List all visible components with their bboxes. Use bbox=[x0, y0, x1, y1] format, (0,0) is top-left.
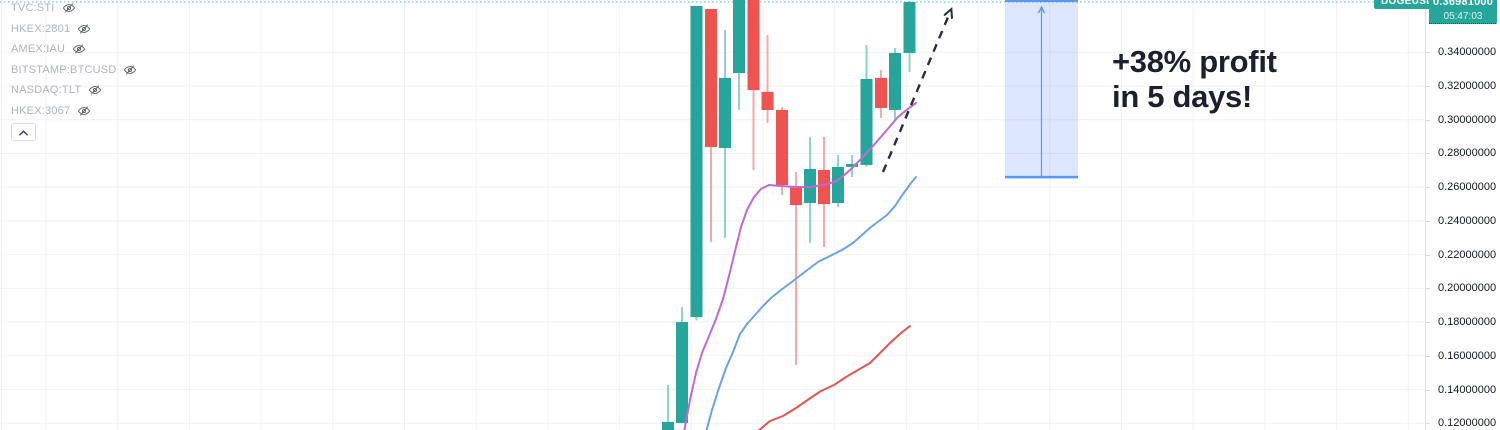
eye-off-icon[interactable] bbox=[77, 22, 91, 36]
watchlist-symbol-label: AMEX:IAU bbox=[11, 43, 66, 56]
price-axis-tick bbox=[1426, 220, 1430, 222]
watchlist-item-hkex-2801[interactable]: HKEX:2801 bbox=[0, 19, 137, 40]
candle-body bbox=[860, 78, 873, 165]
watchlist-symbol-label: BITSTAMP:BTCUSD bbox=[11, 63, 117, 76]
ma-fast-line bbox=[683, 102, 917, 430]
candle-body bbox=[889, 52, 901, 110]
eye-off-icon[interactable] bbox=[88, 83, 102, 97]
watchlist-symbol-label: NASDAQ:TLT bbox=[11, 84, 82, 97]
price-axis-tick bbox=[1426, 423, 1430, 425]
price-axis-label: 0.32000000 bbox=[1438, 80, 1497, 93]
candle-body bbox=[733, 0, 745, 74]
watchlist: TVC:STI HKEX:2801 AMEX:IAU BITSTAMP:BTCUSD N… bbox=[0, 0, 137, 121]
pane-left-edge bbox=[1, 0, 2, 430]
trend-arrow[interactable] bbox=[881, 7, 953, 173]
candle-body bbox=[846, 163, 858, 167]
candles bbox=[662, 0, 916, 430]
price-axis-label: 0.28000000 bbox=[1438, 147, 1497, 160]
candle-body bbox=[705, 8, 717, 148]
candle-body bbox=[790, 187, 802, 206]
price-axis-label: 0.22000000 bbox=[1438, 248, 1497, 261]
watchlist-symbol-label: HKEX:2801 bbox=[11, 22, 71, 35]
candle-body bbox=[719, 77, 731, 149]
price-axis-label: 0.16000000 bbox=[1438, 349, 1497, 362]
price-axis-tick bbox=[1426, 153, 1430, 155]
watchlist-item-amex-iau[interactable]: AMEX:IAU bbox=[0, 39, 137, 60]
eye-off-icon[interactable] bbox=[77, 104, 91, 118]
price-axis-tick bbox=[1426, 119, 1430, 121]
chevron-up-icon bbox=[19, 123, 28, 141]
price-axis-tick bbox=[1426, 86, 1430, 88]
candle-body bbox=[676, 322, 688, 424]
eye-off-icon[interactable] bbox=[62, 1, 76, 15]
candle-body bbox=[818, 169, 830, 205]
price-axis-tick bbox=[1426, 288, 1430, 290]
eye-off-icon[interactable] bbox=[123, 63, 137, 77]
ma-slow-line bbox=[757, 325, 911, 430]
candle-body bbox=[903, 2, 916, 53]
price-chart[interactable] bbox=[0, 0, 1425, 430]
watchlist-collapse-button[interactable] bbox=[11, 123, 36, 141]
price-axis-tick bbox=[1426, 187, 1430, 189]
symbol-name-label: DOGEUSD bbox=[1374, 0, 1441, 9]
chart-grid bbox=[0, 0, 1425, 430]
price-axis-label: 0.26000000 bbox=[1438, 181, 1497, 194]
watchlist-item-tvc-sti[interactable]: TVC:STI bbox=[0, 0, 137, 19]
profit-annotation-line2: in 5 days! bbox=[1112, 79, 1252, 115]
watchlist-symbol-label: TVC:STI bbox=[11, 2, 55, 15]
profit-annotation-line1: +38% profit bbox=[1112, 44, 1277, 79]
candle-body bbox=[761, 91, 774, 110]
price-axis-tick bbox=[1426, 52, 1430, 54]
price-axis-label: 0.14000000 bbox=[1438, 383, 1497, 396]
price-axis-label: 0.30000000 bbox=[1438, 113, 1497, 126]
candle-body bbox=[875, 77, 887, 108]
candle-body bbox=[662, 421, 674, 430]
price-axis-tick bbox=[1426, 254, 1430, 256]
watchlist-item-bitstamp-btcusd[interactable]: BITSTAMP:BTCUSD bbox=[0, 60, 137, 81]
price-axis-tick bbox=[1426, 355, 1430, 357]
watchlist-symbol-label: HKEX:3067 bbox=[11, 104, 71, 117]
profit-annotation[interactable]: +38% profit in 5 days! bbox=[1112, 44, 1277, 115]
candle-body bbox=[747, 0, 760, 91]
watchlist-item-hkex-3067[interactable]: HKEX:3067 bbox=[0, 101, 137, 122]
price-axis-label: 0.34000000 bbox=[1438, 46, 1497, 59]
eye-off-icon[interactable] bbox=[72, 42, 86, 56]
candle-body bbox=[690, 5, 703, 318]
watchlist-item-nasdaq-tlt[interactable]: NASDAQ:TLT bbox=[0, 80, 137, 101]
candle-body bbox=[832, 166, 844, 204]
price-axis-tick bbox=[1426, 389, 1430, 391]
price-axis-label: 0.20000000 bbox=[1438, 282, 1497, 295]
price-axis-label: 0.18000000 bbox=[1438, 316, 1497, 329]
price-axis-tick bbox=[1426, 322, 1430, 324]
price-axis-label: 0.24000000 bbox=[1438, 214, 1497, 227]
price-range-tool[interactable] bbox=[1005, 0, 1078, 179]
candle-body bbox=[776, 109, 788, 185]
price-label-dotted-line bbox=[1429, 23, 1496, 24]
price-axis-label: 0.12000000 bbox=[1438, 417, 1497, 430]
ma-mid-line bbox=[705, 176, 917, 430]
last-price-label: 0.36981000 05:47:03 bbox=[1429, 0, 1497, 24]
price-axis[interactable]: 0.34000000 0.32000000 0.30000000 0.28000000… bbox=[1425, 0, 1500, 430]
bar-countdown: 05:47:03 bbox=[1443, 11, 1483, 22]
last-price-value: 0.36981000 bbox=[1432, 0, 1494, 8]
